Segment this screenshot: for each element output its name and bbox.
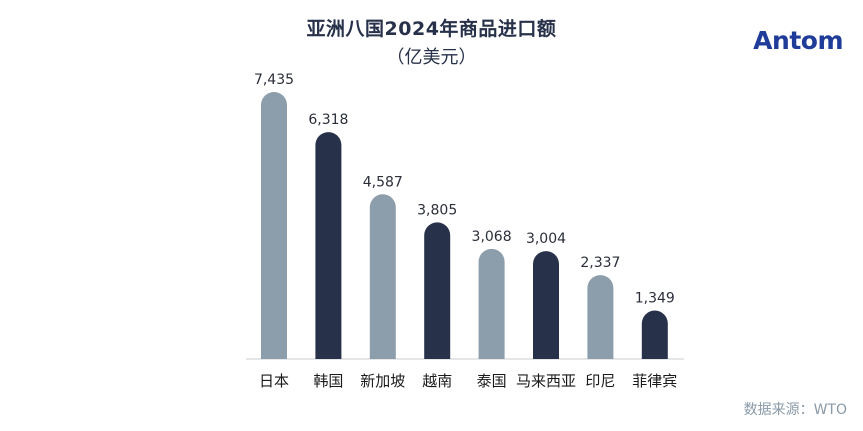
category-label: 日本 xyxy=(259,372,289,390)
category-label: 越南 xyxy=(422,372,452,390)
data-source-note: 数据来源：WTO xyxy=(743,402,847,418)
bar xyxy=(369,194,396,359)
bar xyxy=(315,132,342,359)
bar xyxy=(587,275,614,359)
antom-logo: Antom xyxy=(753,26,843,55)
category-label: 韩国 xyxy=(313,372,343,390)
bar xyxy=(641,310,668,359)
category-label: 菲律宾 xyxy=(632,372,677,390)
bar-value-label: 3,805 xyxy=(417,202,457,218)
bar-value-label: 3,004 xyxy=(526,231,566,247)
category-label: 印尼 xyxy=(585,372,615,390)
chart-subtitle: （亿美元） xyxy=(386,47,477,68)
bar-value-label: 6,318 xyxy=(308,112,348,128)
chart-title: 亚洲八国2024年商品进口额 xyxy=(306,18,557,40)
category-label: 马来西亚 xyxy=(516,372,576,390)
bar xyxy=(478,248,505,359)
bar-value-label: 2,337 xyxy=(580,255,620,271)
category-label: 新加坡 xyxy=(360,372,405,390)
bar-value-label: 4,587 xyxy=(363,174,403,190)
bar xyxy=(533,251,559,359)
bar-value-label: 3,068 xyxy=(472,229,512,245)
category-label: 泰国 xyxy=(477,372,507,390)
bar xyxy=(424,222,451,359)
bar xyxy=(261,92,287,359)
bar-value-label: 7,435 xyxy=(254,72,294,88)
bar-value-label: 1,349 xyxy=(635,291,675,307)
